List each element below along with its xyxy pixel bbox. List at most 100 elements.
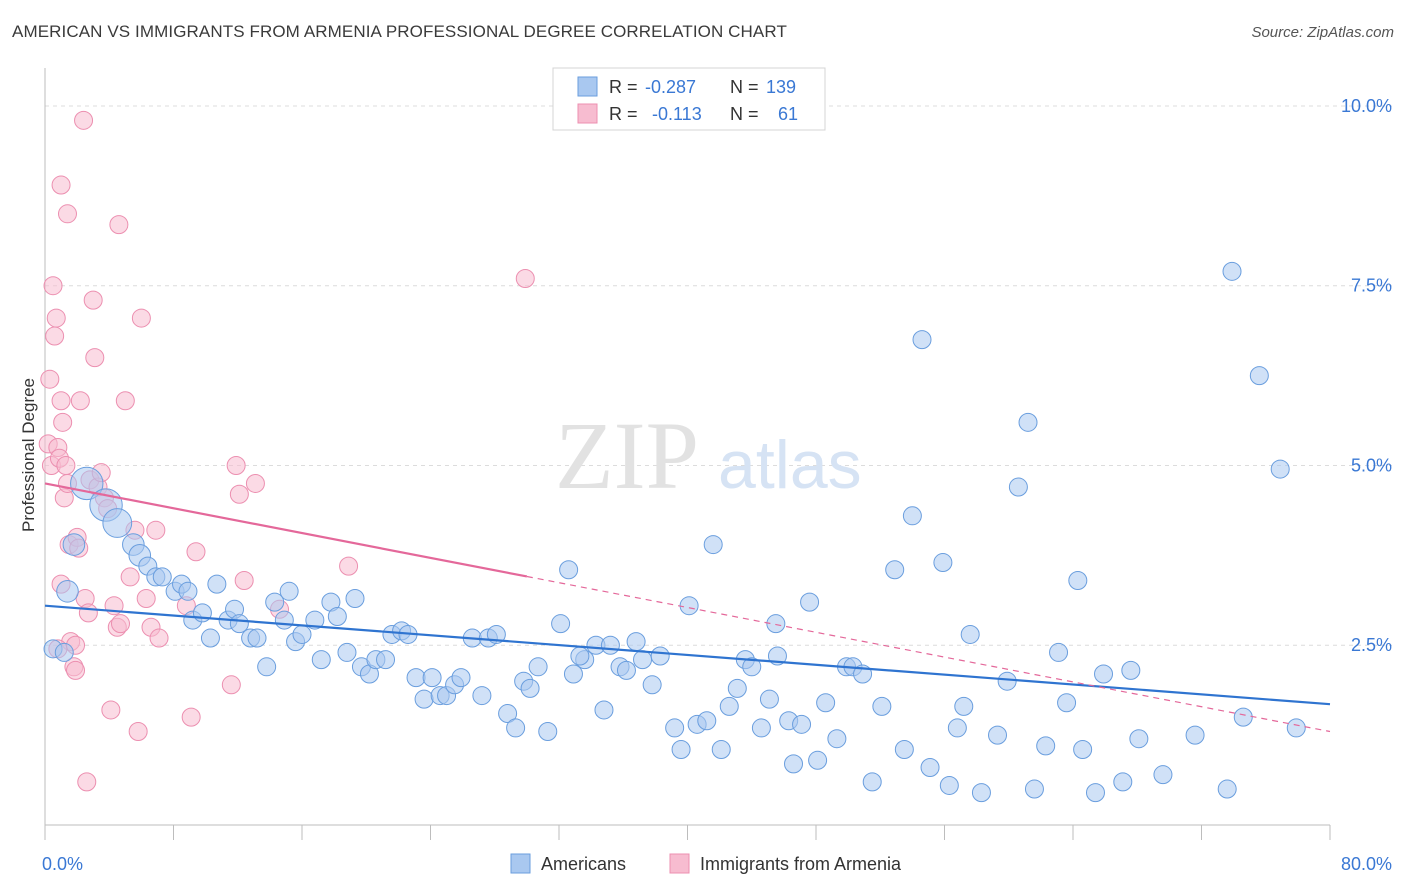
americans-point	[616, 660, 636, 680]
americans-point	[472, 686, 492, 706]
stats-r-label-pink: R =	[609, 104, 638, 124]
americans-point	[207, 574, 227, 594]
americans-point	[56, 580, 79, 603]
americans-point	[711, 740, 731, 759]
armenia-trend-line	[44, 482, 528, 578]
americans-point	[257, 657, 277, 677]
stats-r-value-blue: -0.287	[645, 77, 696, 97]
americans-point	[650, 646, 670, 666]
americans-point	[311, 650, 331, 670]
americans-point	[1222, 261, 1242, 281]
armenia-point	[181, 707, 201, 727]
americans-point	[551, 614, 571, 634]
americans-point	[376, 650, 396, 670]
americans-point	[1121, 660, 1141, 680]
americans-point	[292, 624, 312, 644]
americans-point	[1018, 412, 1038, 432]
americans-point	[642, 675, 662, 695]
chart-title: AMERICAN VS IMMIGRANTS FROM ARMENIA PROF…	[12, 22, 787, 41]
armenia-point	[43, 276, 63, 296]
armenia-point	[51, 391, 71, 411]
americans-point	[54, 642, 74, 662]
armenia-point	[128, 722, 148, 742]
armenia-trend-line-dashed	[526, 575, 1331, 733]
americans-point	[414, 689, 434, 709]
americans-point	[1008, 477, 1028, 497]
americans-point	[327, 606, 347, 626]
americans-point	[727, 678, 747, 698]
americans-point	[279, 581, 299, 601]
americans-point	[766, 614, 786, 634]
americans-point	[920, 757, 940, 777]
americans-point	[665, 718, 685, 738]
armenia-point	[515, 269, 535, 289]
stats-r-label-blue: R =	[609, 77, 638, 97]
americans-point	[1233, 707, 1253, 727]
americans-point	[178, 581, 198, 601]
stats-n-value-blue: 139	[766, 77, 796, 97]
stats-legend: R = -0.287 N = 139 R = -0.113 N = 61	[552, 67, 826, 131]
americans-point	[1129, 729, 1149, 749]
americans-point	[894, 740, 914, 759]
stats-n-label-pink: N =	[730, 104, 759, 124]
americans-point	[626, 632, 646, 652]
watermark-zip: ZIP	[555, 402, 699, 509]
americans-point	[719, 696, 739, 716]
americans-point	[784, 754, 804, 774]
x-tick-label-max: 80.0%	[1341, 854, 1392, 874]
stats-n-label-blue: N =	[730, 77, 759, 97]
americans-point	[697, 711, 717, 731]
armenia-point	[120, 567, 140, 587]
armenia-point	[57, 204, 77, 224]
armenia-point	[146, 520, 166, 540]
americans-point	[247, 628, 267, 648]
americans-point	[600, 635, 620, 655]
americans-point	[563, 664, 583, 684]
americans-point	[827, 729, 847, 749]
americans-point	[872, 696, 892, 716]
americans-point	[759, 689, 779, 709]
legend-swatch-armenia	[669, 853, 690, 874]
armenia-point	[131, 308, 151, 328]
americans-point	[451, 668, 471, 688]
americans-point	[152, 567, 172, 587]
armenia-point	[83, 290, 103, 310]
legend-label-americans: Americans	[541, 854, 626, 874]
americans-point	[947, 718, 967, 738]
americans-point	[520, 678, 540, 698]
americans-point	[862, 772, 882, 792]
x-tick-label-min: 0.0%	[42, 854, 83, 874]
stats-r-value-pink: -0.113	[652, 104, 702, 124]
armenia-point	[110, 614, 130, 634]
armenia-point	[53, 412, 73, 432]
series-americans-points	[43, 261, 1306, 803]
armenia-point	[46, 308, 66, 328]
armenia-point	[115, 391, 135, 411]
grid-lines	[45, 105, 1392, 646]
americans-point	[345, 589, 365, 608]
armenia-point	[74, 110, 94, 130]
americans-point	[570, 646, 590, 666]
watermark-atlas: atlas	[718, 427, 862, 503]
americans-point	[1217, 779, 1237, 799]
series-legend: Americans Immigrants from Armenia	[510, 853, 902, 874]
americans-point	[1270, 459, 1290, 479]
americans-point	[997, 671, 1017, 691]
americans-point	[742, 657, 762, 677]
armenia-point	[45, 326, 65, 346]
americans-point	[885, 560, 905, 580]
armenia-point	[85, 348, 105, 368]
armenia-point	[136, 589, 156, 608]
americans-point	[1085, 783, 1105, 803]
americans-point	[1068, 571, 1088, 591]
armenia-point	[51, 175, 71, 195]
americans-point	[1073, 740, 1093, 759]
armenia-point	[229, 484, 249, 504]
trend-lines	[44, 482, 1331, 733]
americans-point	[422, 668, 442, 688]
y-tick-label: 2.5%	[1351, 635, 1392, 655]
source-note: Source: ZipAtlas.com	[1251, 24, 1394, 41]
americans-point	[1094, 664, 1114, 684]
americans-point	[559, 560, 579, 580]
americans-point	[528, 657, 548, 677]
